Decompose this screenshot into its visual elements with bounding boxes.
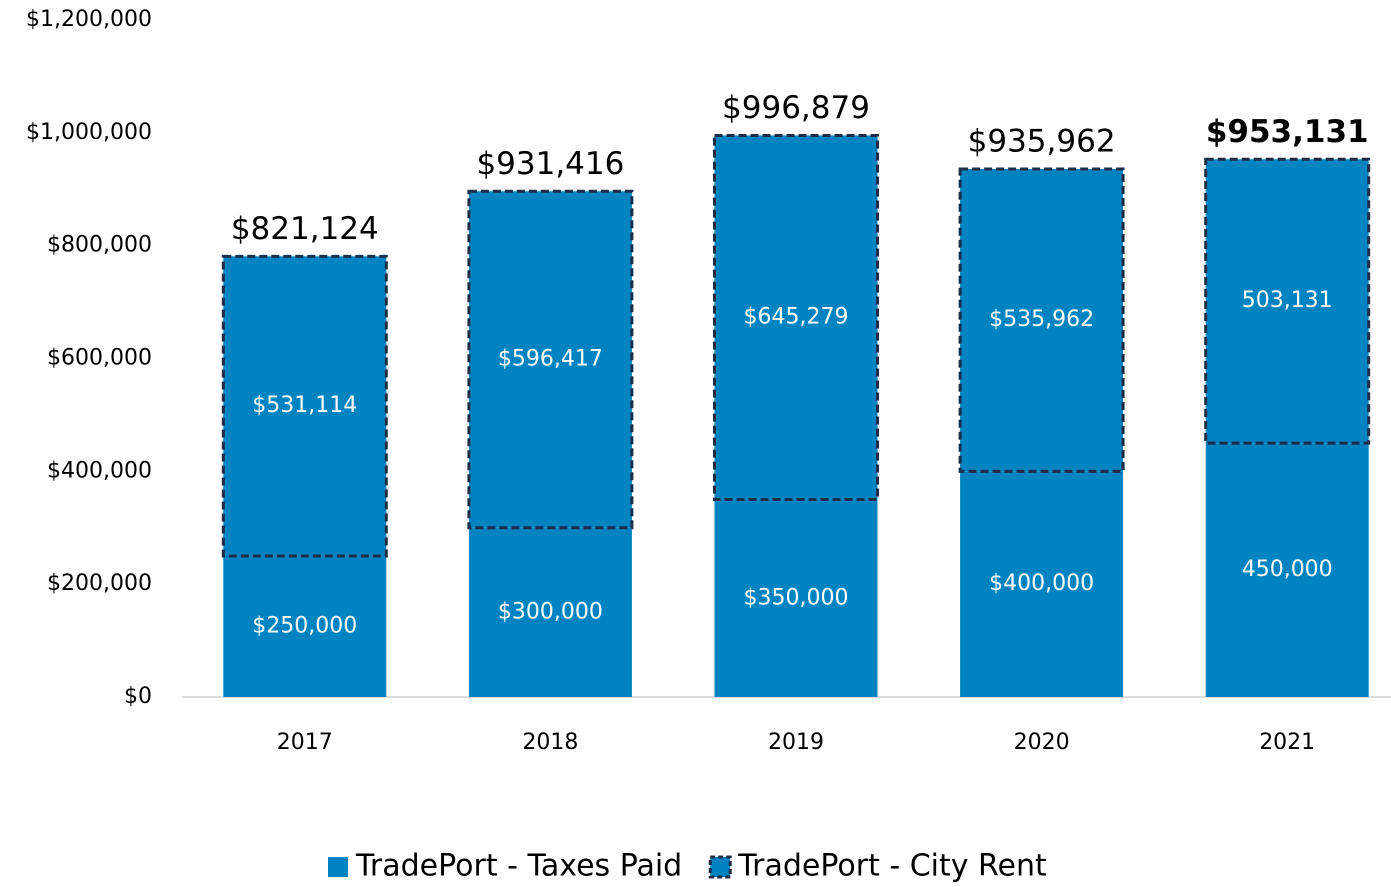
bar-segment	[221, 254, 388, 558]
data-label: 450,000	[1242, 557, 1333, 582]
data-label: $645,279	[744, 305, 849, 330]
total-label: $953,131	[1206, 114, 1369, 150]
y-tick-label: $1,000,000	[26, 120, 152, 145]
total-label: $821,124	[231, 211, 379, 247]
x-tick-label: 2019	[768, 730, 824, 755]
data-label: $300,000	[498, 599, 603, 624]
bar-segment	[223, 555, 387, 697]
legend-swatch	[328, 857, 348, 877]
y-tick-label: $600,000	[47, 346, 152, 371]
data-label: $250,000	[252, 613, 357, 638]
bar-segment	[468, 527, 632, 697]
total-label: $931,416	[476, 146, 624, 182]
bar-segment	[713, 133, 879, 502]
x-tick-label: 2020	[1014, 730, 1070, 755]
legend-label: TradePort - Taxes Paid	[355, 849, 682, 884]
y-tick-label: $1,200,000	[26, 7, 152, 32]
data-label: $350,000	[744, 585, 849, 610]
data-label: $400,000	[989, 571, 1094, 596]
bar-segment	[467, 189, 634, 530]
total-label: $935,962	[968, 123, 1116, 159]
y-tick-label: $0	[124, 684, 152, 709]
data-label: 503,131	[1242, 288, 1333, 313]
y-tick-label: $200,000	[47, 571, 152, 596]
data-label: $531,114	[252, 393, 357, 418]
bar-segment	[1204, 157, 1371, 445]
x-tick-label: 2017	[277, 730, 333, 755]
bar-segment	[960, 471, 1124, 697]
x-tick-label: 2018	[522, 730, 578, 755]
total-label: $996,879	[722, 90, 870, 126]
data-label: $596,417	[498, 347, 603, 372]
y-tick-label: $400,000	[47, 458, 152, 483]
y-tick-label: $800,000	[47, 233, 152, 258]
bar-segment	[958, 167, 1125, 473]
data-label: $535,962	[989, 307, 1094, 332]
bar-segment	[714, 499, 878, 697]
legend-swatch	[708, 855, 732, 879]
legend-label: TradePort - City Rent	[737, 849, 1047, 884]
bar-segment	[1205, 443, 1369, 697]
x-tick-label: 2021	[1259, 730, 1315, 755]
